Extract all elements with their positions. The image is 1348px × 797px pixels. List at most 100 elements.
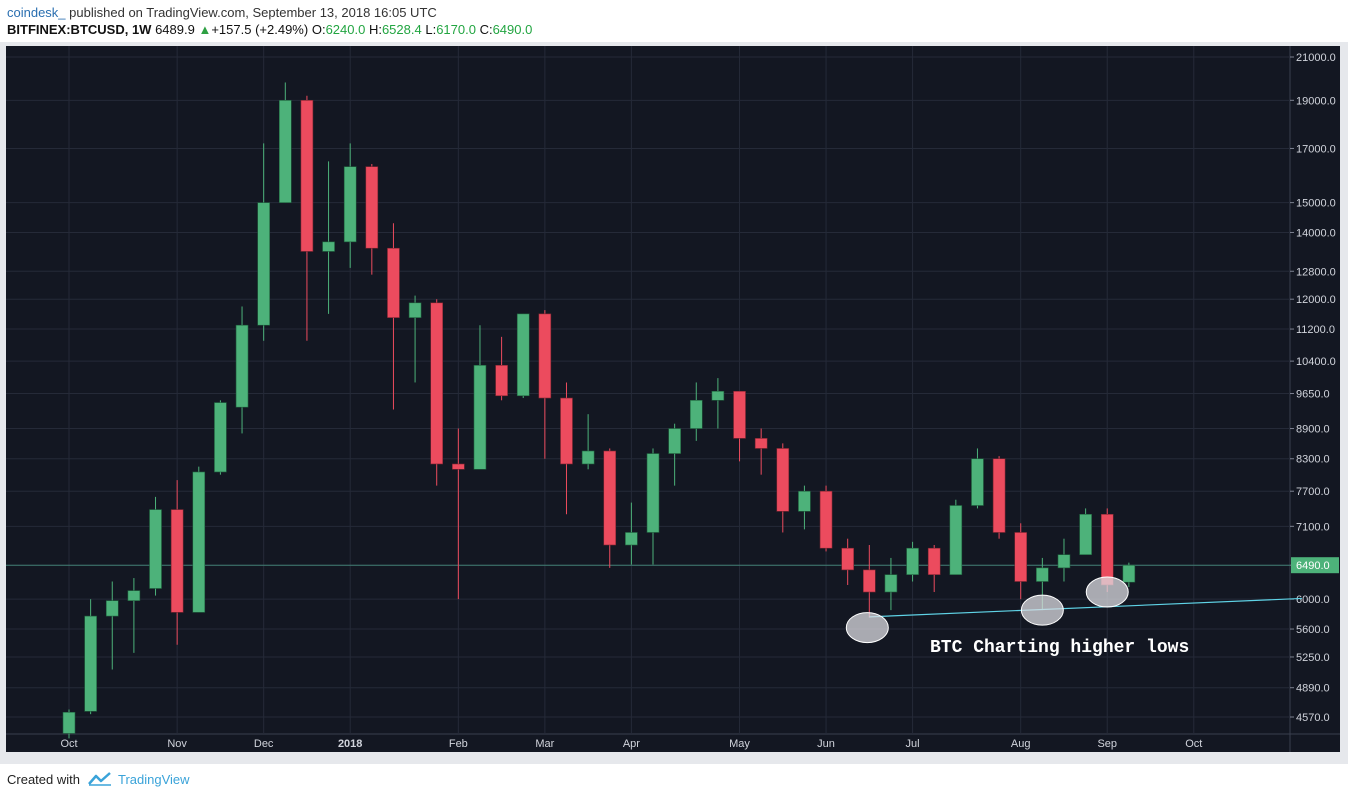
x-tick-label: Mar [535, 738, 554, 750]
candle-down[interactable] [495, 365, 508, 397]
x-tick-label: Feb [449, 738, 468, 750]
chart-header: coindesk_ published on TradingView.com, … [0, 0, 1348, 42]
candle-up[interactable] [1079, 514, 1092, 555]
candle-up[interactable] [949, 505, 963, 575]
candle-up[interactable] [971, 458, 984, 506]
higher-lows-trendline[interactable] [869, 597, 1302, 618]
candle-down[interactable] [387, 247, 400, 318]
candle-down[interactable] [560, 397, 573, 465]
candle-up[interactable] [581, 450, 595, 465]
x-tick-label: Oct [1185, 738, 1202, 750]
published-text: published on TradingView.com, September … [69, 5, 437, 20]
candle-down[interactable] [733, 390, 746, 439]
low-highlight-ellipse [1085, 576, 1129, 608]
publish-info: coindesk_ published on TradingView.com, … [7, 5, 437, 20]
candle-up[interactable] [62, 711, 76, 734]
close-value: 6490.0 [492, 22, 533, 37]
candle-up[interactable] [127, 590, 141, 601]
candle-up[interactable] [516, 313, 530, 397]
candle-up[interactable] [1057, 554, 1071, 569]
y-tick-label: 21000.0 [1296, 52, 1336, 64]
x-tick-label: Jul [906, 738, 920, 750]
y-tick-label: 8900.0 [1296, 424, 1330, 436]
last-price-tag [1291, 557, 1339, 574]
open-value: 6240.0 [325, 22, 366, 37]
candle-up[interactable] [257, 202, 270, 326]
candle-up[interactable] [473, 365, 487, 470]
candle-up[interactable] [798, 490, 811, 512]
candle-down[interactable] [538, 313, 552, 399]
x-tick-label: May [729, 738, 750, 750]
candle-up[interactable] [278, 100, 292, 203]
candle-up[interactable] [668, 428, 681, 454]
candle-up[interactable] [343, 166, 357, 243]
y-tick-label: 15000.0 [1296, 198, 1336, 210]
candle-up[interactable] [625, 532, 638, 546]
x-tick-label: Aug [1011, 738, 1031, 750]
y-tick-label: 4570.0 [1296, 712, 1330, 724]
y-tick-label: 14000.0 [1296, 227, 1336, 239]
y-tick-label: 7700.0 [1296, 486, 1330, 498]
candle-down[interactable] [1014, 532, 1028, 582]
candle-up[interactable] [1122, 564, 1136, 583]
candle-up[interactable] [84, 615, 97, 712]
candle-up[interactable] [408, 302, 422, 318]
low-highlight-ellipse [1020, 594, 1064, 626]
candle-down[interactable] [776, 448, 790, 512]
y-tick-label: 10400.0 [1296, 356, 1336, 368]
candle-up[interactable] [906, 547, 919, 575]
candle-up[interactable] [322, 241, 335, 252]
close-label: C: [479, 22, 493, 37]
high-value: 6528.4 [381, 22, 422, 37]
candle-up[interactable] [149, 509, 162, 589]
y-tick-label: 19000.0 [1296, 95, 1336, 107]
up-arrow-icon: ▲ [198, 22, 212, 37]
candlestick-chart[interactable]: 4570.0 4890.0 5250.0 5600.0 6000.0 7100.0 7700… [0, 42, 1348, 764]
candle-down[interactable] [170, 509, 184, 613]
y-tick-label: 11200.0 [1296, 324, 1335, 336]
change-value: +157.5 (+2.49%) [211, 22, 309, 37]
candle-up[interactable] [884, 574, 898, 593]
tradingview-brand[interactable]: TradingView [118, 772, 190, 787]
candle-up[interactable] [646, 453, 660, 533]
x-tick-label: 2018 [338, 738, 362, 750]
candle-down[interactable] [603, 450, 617, 546]
y-tick-label: 7100.0 [1296, 521, 1330, 533]
candle-down[interactable] [754, 438, 768, 449]
y-tick-label: 6000.0 [1296, 594, 1330, 606]
candle-down[interactable] [1100, 514, 1114, 586]
candle-down[interactable] [992, 458, 1006, 533]
candle-down[interactable] [819, 490, 833, 549]
symbol-label[interactable]: BITFINEX:BTCUSD, 1W [7, 22, 152, 37]
y-tick-label: 5600.0 [1296, 624, 1330, 636]
y-tick-label: 4890.0 [1296, 683, 1330, 695]
candle-up[interactable] [235, 324, 249, 408]
y-tick-label: 5250.0 [1296, 652, 1330, 664]
candle-down[interactable] [365, 166, 379, 249]
candle-up[interactable] [192, 471, 206, 613]
plot-background [6, 46, 1290, 734]
author-link[interactable]: coindesk_ [7, 5, 66, 20]
x-tick-label: Jun [817, 738, 835, 750]
low-value: 6170.0 [436, 22, 476, 37]
candle-down[interactable] [841, 547, 854, 571]
candle-up[interactable] [214, 402, 227, 473]
candle-up[interactable] [105, 600, 119, 617]
tradingview-logo-icon [88, 772, 111, 786]
candle-up[interactable] [689, 399, 703, 429]
y-tick-label: 17000.0 [1296, 143, 1336, 155]
y-tick-label: 12800.0 [1296, 266, 1336, 278]
candle-down[interactable] [927, 547, 941, 575]
y-tick-label: 12000.0 [1296, 294, 1336, 306]
candle-up[interactable] [711, 390, 725, 401]
candle-down[interactable] [863, 569, 876, 593]
candle-up[interactable] [1036, 567, 1049, 582]
candle-down[interactable] [452, 463, 465, 470]
x-tick-label: Nov [167, 738, 187, 750]
y-tick-label: 9650.0 [1296, 389, 1330, 401]
high-label: H: [368, 22, 382, 37]
y-tick-label: 8300.0 [1296, 454, 1330, 466]
price-value: 6489.9 [155, 22, 195, 37]
candle-down[interactable] [300, 100, 314, 252]
candle-down[interactable] [430, 302, 444, 465]
